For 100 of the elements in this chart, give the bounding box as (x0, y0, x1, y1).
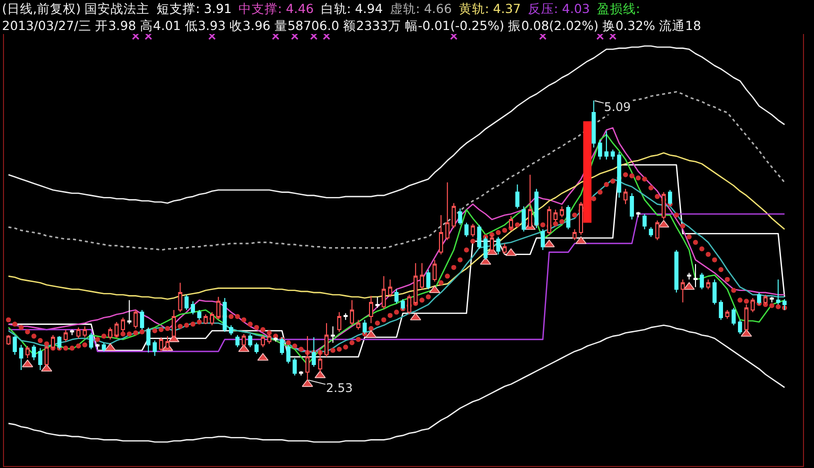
candlestick (64, 329, 68, 342)
point (144, 34, 152, 40)
text: 白轨: 4.94 (320, 1, 383, 16)
candlestick (299, 370, 304, 376)
text: 盈损线: (596, 1, 640, 16)
candlestick (693, 264, 698, 288)
candlestick (438, 214, 444, 255)
point (450, 34, 458, 40)
candlestick (382, 276, 386, 310)
candlestick (362, 319, 367, 334)
candlestick (706, 278, 710, 290)
text: 反压: 4.03 (528, 1, 590, 16)
point (132, 34, 140, 40)
candlestick (445, 182, 450, 241)
candlestick (623, 188, 628, 205)
candlestick (95, 343, 100, 350)
candlestick (712, 278, 717, 306)
candlestick (718, 300, 723, 320)
candlestick (25, 346, 30, 358)
annotation: 5.09 (604, 100, 631, 114)
candlestick (636, 211, 640, 218)
candlestick (350, 300, 354, 326)
text: 短支撑: 3.91 (156, 1, 232, 16)
candlestick (127, 300, 132, 325)
candlestick (242, 334, 246, 349)
candlestick (738, 319, 742, 334)
candlestick (375, 296, 380, 308)
candlestick (592, 100, 596, 148)
candlestick (337, 312, 342, 332)
candlestick (184, 294, 189, 310)
candlestick (12, 336, 17, 356)
candlestick (630, 192, 634, 220)
candlestick (19, 344, 24, 370)
annotation: 2.53 (326, 381, 353, 395)
candlestick (744, 304, 748, 332)
candlestick (725, 310, 730, 320)
candlestick (642, 214, 647, 230)
candlestick (76, 326, 80, 339)
point (208, 34, 216, 40)
candlestick (190, 300, 195, 315)
candlestick (178, 282, 182, 313)
text: 虚轨: 4.66 (390, 1, 452, 16)
candlestick (604, 130, 608, 160)
candlestick (680, 278, 685, 303)
point (290, 34, 298, 40)
candlestick (152, 340, 157, 356)
candlestick (38, 348, 42, 370)
candlestick (484, 236, 488, 260)
candlestick (394, 288, 399, 304)
candlestick (572, 228, 577, 241)
point (322, 34, 330, 40)
candlestick (330, 326, 335, 344)
candlestick (598, 139, 602, 160)
chart-title: (日线,前复权) 国安战法主 (2, 1, 150, 16)
candlestick (204, 314, 208, 325)
candlestick (732, 307, 736, 326)
candlestick (369, 295, 374, 324)
candlestick (763, 294, 768, 306)
candlestick (32, 344, 36, 361)
candlestick (655, 220, 660, 241)
candlestick (159, 336, 164, 352)
candlestick (700, 272, 704, 290)
candlestick (426, 269, 430, 290)
candlestick (687, 272, 692, 280)
candlestick (515, 184, 520, 210)
candlestick (134, 310, 138, 330)
candlestick (356, 319, 360, 330)
candlestick (432, 259, 437, 282)
chart-subtitle: 2013/03/27/三 开3.98 高4.01 低3.93 收3.96 量58706.0 额2333万 幅-0.01(-0.25%) 振0.08(2.02%) 换0.32% 流通18 (2, 18, 702, 33)
candlestick (254, 342, 259, 354)
point (310, 34, 318, 40)
candlestick (388, 278, 392, 298)
candlestick (6, 334, 11, 346)
candlestick (610, 149, 615, 160)
candlestick (452, 202, 456, 229)
candlestick (770, 296, 774, 303)
point (429, 285, 440, 294)
candlestick (235, 334, 240, 348)
candlestick (496, 236, 500, 255)
text: 中支撑: 4.46 (238, 1, 314, 16)
candlestick (102, 342, 106, 352)
text: 黄轨: 4.37 (458, 1, 521, 16)
candlestick (260, 334, 265, 348)
candlestick (490, 234, 494, 253)
candlestick (464, 222, 469, 238)
candlestick (470, 223, 475, 238)
candlestick (344, 312, 348, 320)
candlestick (82, 326, 87, 338)
point (609, 34, 617, 40)
point (596, 34, 604, 40)
candlestick (674, 250, 678, 294)
candlestick (560, 206, 564, 218)
candlestick (70, 329, 74, 336)
candlestick (292, 358, 297, 376)
candlestick (648, 226, 654, 238)
candlestick (502, 242, 507, 255)
point (539, 34, 547, 40)
point (272, 34, 280, 40)
candlestick (458, 208, 462, 226)
candlestick (540, 228, 545, 250)
